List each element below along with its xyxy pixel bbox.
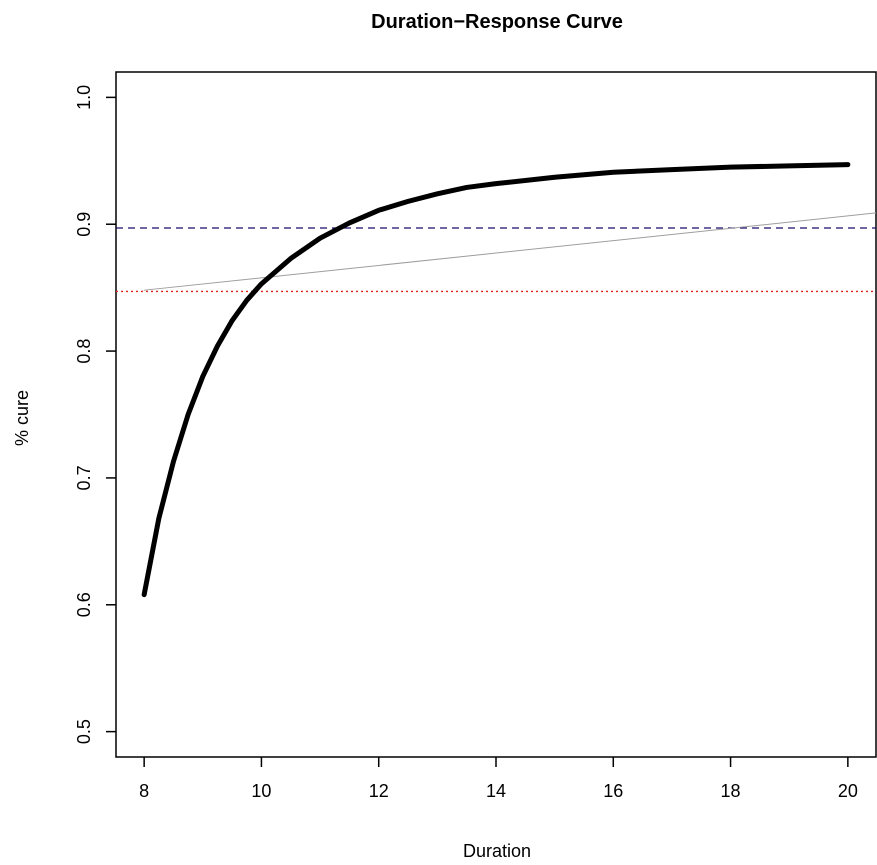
plot-area: 8 10 12 14 16 18 20 0.5 0.6 0.7 0.8 0.9 1.0 xyxy=(74,71,877,801)
y-tick-label: 0.9 xyxy=(74,212,94,237)
y-tick-label: 0.8 xyxy=(74,339,94,364)
y-tick-label: 1.0 xyxy=(74,85,94,110)
x-tick-label: 16 xyxy=(603,781,623,801)
y-axis-label: % cure xyxy=(12,390,32,446)
x-tick-label: 12 xyxy=(369,781,389,801)
x-tick-label: 10 xyxy=(251,781,271,801)
x-tick-label: 14 xyxy=(486,781,506,801)
y-tick-label: 0.5 xyxy=(74,719,94,744)
plot-frame xyxy=(115,71,877,758)
x-tick-label: 18 xyxy=(721,781,741,801)
x-axis-label: Duration xyxy=(463,841,531,861)
trend-line xyxy=(143,212,876,291)
response-curve-line xyxy=(141,162,851,598)
y-tick-label: 0.7 xyxy=(74,465,94,490)
y-tick-label: 0.6 xyxy=(74,592,94,617)
x-tick-label: 8 xyxy=(139,781,149,801)
x-tick-label: 20 xyxy=(838,781,858,801)
chart-title: Duration−Response Curve xyxy=(371,11,623,33)
